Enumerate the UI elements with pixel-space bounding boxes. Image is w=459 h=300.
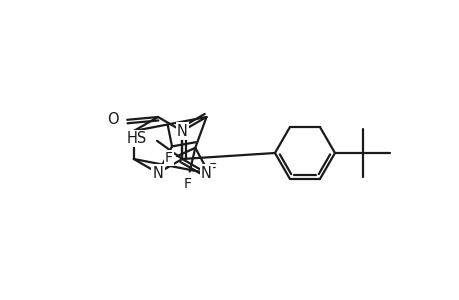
Text: N: N: [201, 166, 212, 181]
Text: HS: HS: [127, 131, 147, 146]
Text: F: F: [183, 177, 191, 190]
Text: F: F: [209, 162, 217, 176]
Text: F: F: [165, 151, 173, 165]
Text: N: N: [176, 124, 187, 139]
Text: O: O: [107, 112, 119, 127]
Text: N: N: [152, 166, 163, 181]
